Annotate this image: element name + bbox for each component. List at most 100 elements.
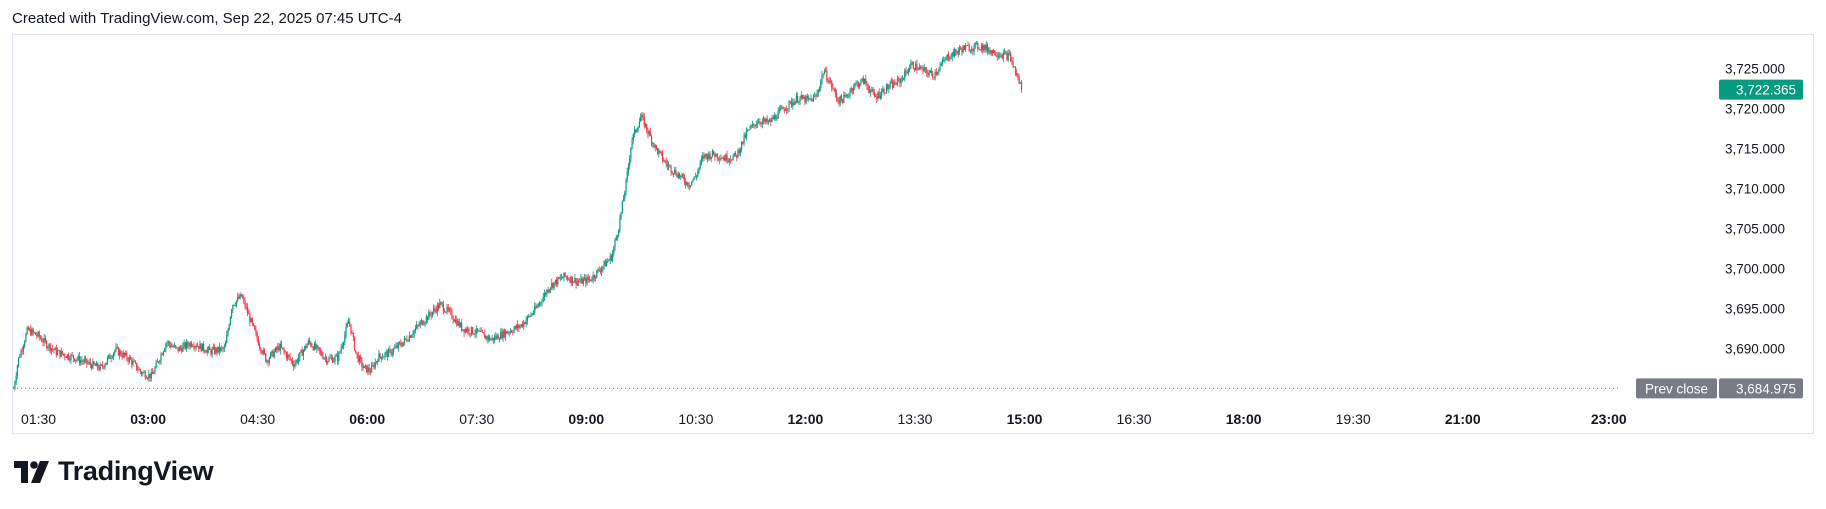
candle-body [865,78,867,84]
candle-body [587,277,589,280]
candle-body [470,327,473,334]
candle-body [271,350,273,353]
candle-body [231,309,233,317]
candle [339,350,341,354]
candle [872,86,874,95]
candle [888,84,890,94]
candle-body [190,342,193,347]
candle [513,326,515,334]
candle-body [820,81,822,88]
candle [172,344,174,348]
candle [560,274,563,281]
candle-body [424,322,426,324]
candle [389,345,391,353]
candle [289,352,291,362]
candle-body [848,95,850,97]
candle [851,87,854,95]
candle [267,359,269,367]
candle-body [677,173,679,178]
candle [766,115,768,125]
candle [453,318,455,323]
candle-body [346,323,348,327]
candle-body [829,81,832,82]
candle-body [373,365,375,368]
price-chart[interactable]: 3,690.0003,695.0003,700.0003,705.0003,71… [13,35,1815,435]
candle [581,276,583,284]
candle [939,61,941,72]
candle-body [41,338,43,342]
candle [960,45,962,51]
candle-body [350,324,352,333]
candle [973,43,975,56]
candle [879,91,881,101]
candle [652,141,654,148]
candle-body [412,334,414,336]
candle [992,49,995,54]
candle-body [368,367,370,372]
candle-body [762,118,765,122]
candle-body [403,338,406,343]
candle [846,94,849,99]
candle-body [267,360,269,363]
candle [625,178,627,196]
candle-body [465,329,468,332]
candle-body [198,346,200,349]
candle-body [754,124,756,127]
candle-body [37,332,39,336]
chart-header-caption: Created with TradingView.com, Sep 22, 20… [12,10,402,27]
candle [105,362,107,365]
candle-body [699,161,701,168]
candle [330,354,333,361]
candle-body [28,328,31,330]
candle [887,83,889,91]
candle [1006,50,1008,62]
candle [430,311,432,320]
candle [870,88,872,97]
candle-body [737,149,739,158]
candle [894,79,896,85]
candle-body [666,163,668,167]
candle [811,98,813,102]
candle-body [177,347,179,352]
candle-body [142,372,144,375]
chart-frame[interactable]: 3,690.000 3,695.000 3,700.000 3,705.000 3,71… [12,34,1814,434]
candle [261,350,263,356]
candle [789,100,791,105]
candle [54,346,56,351]
candle-body [210,349,212,355]
candle [548,288,550,294]
candle [397,341,399,352]
candle-body [720,158,722,160]
candle [257,335,259,346]
candle [412,330,414,338]
candle-body [900,78,902,84]
candle [878,88,880,100]
candle [178,345,180,352]
candle-body [521,324,524,327]
candle-body [552,282,554,288]
candle-body [321,351,323,356]
tradingview-logo[interactable]: TradingView [14,456,214,487]
price-tick-label: 3,725.000 [1725,62,1785,77]
candle-body [296,360,298,363]
candle [232,304,234,313]
candle-body [502,330,504,339]
candle-body [369,371,371,373]
candle-body [945,56,947,61]
candle-body [904,70,906,80]
candle [64,353,66,361]
candle [155,359,157,369]
candle [312,345,314,352]
candle-body [854,83,856,88]
candle [773,112,776,121]
candle-body [647,130,649,134]
candle-body [474,333,476,335]
candle [296,358,298,364]
candle [390,348,392,357]
candle-body [75,359,77,362]
candle-body [675,169,677,175]
candle [653,142,655,149]
candle-body [1020,82,1023,90]
candle [554,279,556,286]
candle [139,368,141,375]
